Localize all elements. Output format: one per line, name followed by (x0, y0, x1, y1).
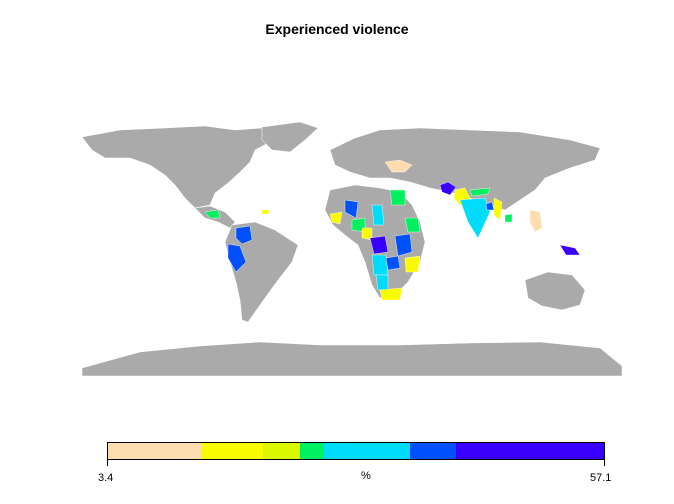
legend-min-label: 3.4 (98, 472, 114, 484)
country-chad (371, 204, 385, 226)
country-afghanistan (439, 181, 457, 196)
greenland (261, 121, 319, 153)
country-colombia (235, 225, 253, 245)
legend-bin-4 (300, 443, 324, 459)
country-philippines (529, 209, 543, 233)
country-zambia (385, 255, 401, 271)
north-america (81, 125, 286, 209)
south-america (224, 221, 299, 323)
legend-bin-5 (324, 443, 410, 459)
land (81, 121, 623, 377)
country-central-asia (384, 159, 413, 173)
country-west-africa (329, 211, 343, 225)
country-myanmar (493, 197, 503, 221)
shaded-countries (204, 159, 581, 301)
legend-bin-7 (456, 443, 604, 459)
country-namibia (375, 274, 389, 291)
legend-bin-6 (410, 443, 456, 459)
country-mali (344, 199, 359, 219)
legend-bin-3 (263, 443, 300, 459)
country-india (459, 197, 491, 239)
legend-tick-min (107, 460, 108, 466)
country-angola (371, 254, 389, 276)
legend-bin-1 (108, 443, 201, 459)
country-mozambique (404, 255, 421, 273)
country-nepal (469, 187, 491, 197)
country-mexico (204, 209, 221, 219)
country-south-africa (379, 287, 403, 301)
antarctica (81, 341, 623, 377)
country-egypt (389, 189, 406, 206)
country-cambodia (504, 213, 513, 223)
legend-max-label: 57.1 (590, 472, 612, 484)
legend-unit-label: % (361, 470, 371, 482)
country-drc (369, 235, 389, 255)
country-png (559, 244, 581, 256)
legend-bin-2 (201, 443, 263, 459)
legend-colorbar (107, 442, 605, 460)
eurasia (329, 127, 601, 211)
map-title: Experienced violence (265, 21, 409, 37)
country-east-africa (394, 233, 413, 257)
country-peru (227, 243, 247, 273)
australia (524, 271, 586, 311)
country-caribbean (261, 209, 271, 215)
legend-tick-max (604, 460, 605, 466)
country-ethiopia (404, 217, 421, 233)
